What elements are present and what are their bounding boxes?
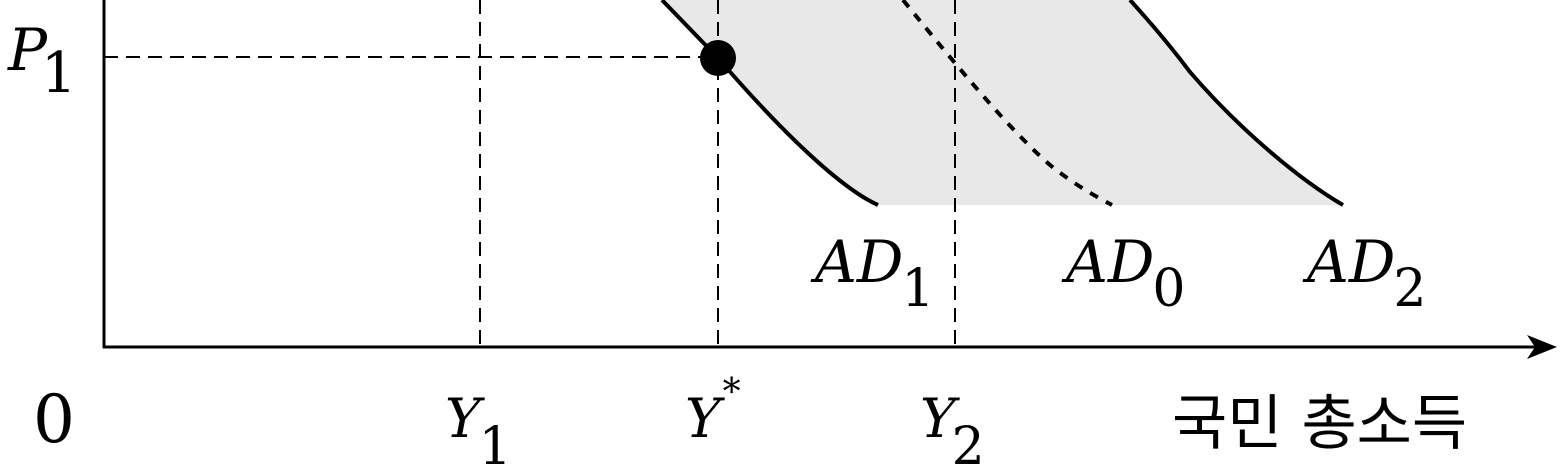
y1-label: Y1 xyxy=(445,387,512,476)
x-axis-arrowhead xyxy=(1527,335,1557,359)
ystar-label: Y* xyxy=(685,372,741,450)
ad2-curve xyxy=(1128,0,1345,207)
price-label: P1 xyxy=(7,16,77,106)
ad0-curve xyxy=(901,0,1113,207)
x-axis-label: 국민 총소득 xyxy=(1172,389,1467,459)
equilibrium-point xyxy=(700,40,736,76)
ad2-label: AD2 xyxy=(1302,228,1426,319)
ad0-label: AD0 xyxy=(1061,228,1185,319)
shaded-region xyxy=(662,0,1343,205)
y2-label: Y2 xyxy=(920,387,985,476)
ad1-curve xyxy=(660,0,879,207)
origin-label: 0 xyxy=(33,381,75,458)
ad1-label: AD1 xyxy=(810,228,934,319)
